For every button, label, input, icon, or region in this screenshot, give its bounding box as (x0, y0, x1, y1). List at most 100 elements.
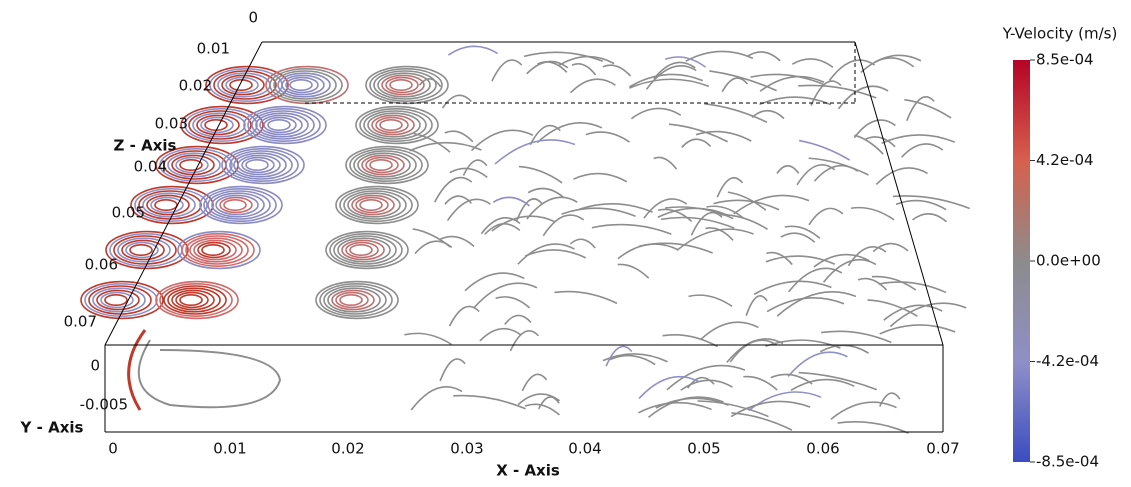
streamline (446, 198, 491, 221)
streamline (448, 305, 480, 327)
streamline (142, 192, 196, 218)
streamline (526, 196, 578, 220)
streamline (379, 119, 403, 132)
streamline (233, 152, 287, 178)
streamline (273, 70, 337, 100)
streamline (385, 76, 419, 94)
streamline (602, 353, 668, 363)
streamline (125, 241, 159, 259)
streamline (363, 110, 427, 140)
streamline (751, 109, 785, 120)
streamline (517, 393, 561, 406)
streamline (699, 321, 759, 341)
streamline (200, 116, 234, 134)
streamline (365, 156, 399, 174)
streamline (557, 55, 615, 67)
streamline (96, 289, 140, 311)
streamline (213, 70, 277, 100)
streamline (727, 191, 767, 211)
streamline (219, 196, 253, 214)
streamline (341, 239, 385, 261)
x-tick-label: 0.01 (213, 440, 246, 458)
streamline (867, 299, 918, 317)
streamline (409, 141, 482, 152)
streamline (790, 378, 855, 392)
colorbar-tick-label: 0.0e+00 (1036, 252, 1101, 270)
streamline (196, 114, 240, 136)
streamline (536, 122, 603, 144)
streamline (163, 285, 227, 315)
streamlines (80, 45, 971, 434)
streamline (167, 152, 221, 178)
streamline (223, 199, 247, 212)
streamline (389, 79, 413, 92)
streamline (787, 351, 848, 377)
streamline (753, 280, 832, 296)
streamline (721, 77, 749, 93)
streamline (687, 376, 715, 389)
streamline (444, 130, 474, 143)
streamline (367, 112, 421, 138)
streamline (221, 145, 305, 185)
streamline (237, 154, 281, 176)
streamline (857, 277, 888, 291)
streamline (335, 185, 419, 225)
streamline (515, 198, 543, 222)
streamline (473, 282, 538, 308)
streamline (828, 59, 876, 81)
streamline (155, 280, 239, 320)
streamline (319, 282, 393, 317)
streamline (629, 78, 710, 89)
streamline (185, 235, 249, 265)
streamline (251, 110, 315, 140)
streamline (462, 159, 488, 176)
streamline (554, 290, 618, 305)
streamline (339, 293, 363, 306)
streamline (137, 339, 282, 409)
streamline (412, 228, 451, 248)
colorbar-tick-label: -4.2e-04 (1036, 352, 1099, 370)
streamline (159, 282, 233, 317)
streamline (491, 59, 523, 82)
streamline (225, 76, 259, 94)
streamline (150, 196, 184, 214)
z-axis-title: Z - Axis (114, 137, 177, 155)
streamline (617, 263, 650, 279)
streamline (676, 228, 754, 252)
streamline (798, 84, 877, 99)
streamline (542, 214, 585, 237)
z-tick-label: 0.02 (179, 77, 212, 95)
streamline (731, 412, 793, 431)
streamline (665, 206, 734, 220)
streamline (289, 79, 313, 92)
streamline (661, 216, 735, 229)
streamline (199, 185, 283, 225)
streamline (765, 255, 836, 265)
streamline (571, 62, 597, 76)
streamline (602, 64, 632, 77)
streamline (726, 338, 784, 363)
streamline (285, 76, 319, 94)
streamline (716, 177, 744, 198)
streamline (447, 45, 499, 56)
streamline (853, 119, 896, 139)
streamline (105, 230, 189, 270)
z-tick-label: 0.07 (64, 313, 97, 331)
streamline (203, 188, 277, 223)
colorbar (1013, 60, 1030, 462)
streamline (343, 190, 407, 220)
streamline (347, 192, 401, 218)
streamline (750, 73, 824, 86)
y-tick-label: -0.005 (80, 396, 128, 414)
streamline (872, 242, 909, 253)
streamline (404, 332, 452, 346)
streamline (685, 50, 754, 62)
streamline (353, 150, 417, 180)
colorbar-tick-label: -8.5e-04 (1036, 453, 1099, 471)
streamline (878, 281, 947, 294)
streamline (243, 105, 327, 145)
streamline (323, 285, 387, 315)
streamline (205, 65, 289, 105)
